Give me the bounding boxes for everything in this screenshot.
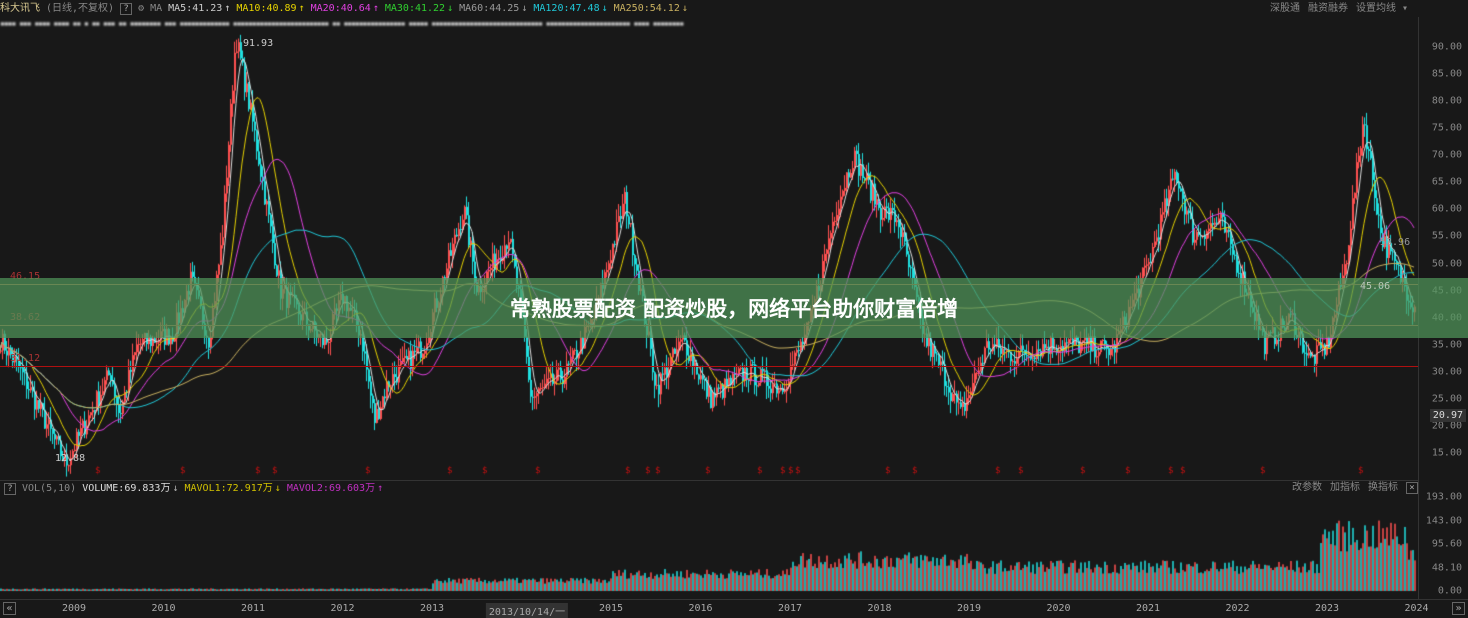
link-set-ma[interactable]: 设置均线 ▾ [1355, 3, 1408, 14]
arrow-down-icon: ↓ [521, 3, 528, 14]
volume-links: 改参数 加指标 换指标 × [1284, 480, 1418, 496]
volume-tick: 95.60 [1431, 538, 1462, 550]
volume-help-button[interactable]: ? [4, 483, 16, 495]
price-candlestick-chart[interactable] [0, 30, 1418, 480]
price-level-label: 46.15 [10, 271, 41, 283]
time-tick: 2023 [1314, 603, 1340, 614]
time-tick: 2009 [61, 603, 87, 614]
level-annotation-right-1: 53.96 [1380, 237, 1411, 248]
time-tick: 2011 [240, 603, 266, 614]
time-tick: 2015 [598, 603, 624, 614]
scroll-left-button[interactable]: « [3, 602, 16, 615]
arrow-down-icon: ↓ [601, 3, 608, 14]
time-tick: 2010 [151, 603, 176, 614]
volume-tick: 48.10 [1431, 562, 1462, 574]
add-indicator-button[interactable]: 加指标 [1330, 482, 1360, 493]
ma-value: MA120:47.48 [533, 3, 600, 14]
time-tick: 2016 [688, 603, 713, 614]
price-axis: 90.00 85.00 80.00 75.00 70.00 65.00 60.00 55.00… [1418, 0, 1468, 470]
price-tick: 80.00 [1431, 95, 1462, 107]
mavol1-value: MAVOL1:72.917万 [184, 483, 273, 494]
price-tick: 15.00 [1431, 447, 1462, 459]
time-tick: 2013/10/14/一 [485, 603, 569, 618]
arrow-down-icon: ↓ [172, 483, 179, 494]
volume-indicator-label: VOL(5,10) [22, 483, 77, 494]
price-level-line [0, 365, 1418, 367]
info-row: ▪▪▪▪ ▪▪▪ ▪▪▪▪ ▪▪▪▪ ▪▪ ▪ ▪▪ ▪▪▪ ▪▪ ▪▪▪▪▪▪… [0, 19, 684, 28]
low-annotation: 12.88 [55, 453, 86, 464]
header-links: 深股通 融资融券 设置均线 ▾ [1262, 0, 1408, 17]
close-icon[interactable]: × [1406, 482, 1418, 494]
arrow-up-icon: ↑ [224, 3, 231, 14]
price-level-label: 31.12 [10, 352, 41, 364]
arrow-down-icon: ↓ [447, 3, 454, 14]
price-tick: 55.00 [1431, 230, 1462, 242]
volume-tick: 0.00 [1437, 585, 1462, 597]
time-axis: « » 2009 2010 2011 2012 2013 2013/10/14/一 2015… [0, 599, 1468, 618]
gear-icon[interactable]: ⚙ [138, 3, 145, 14]
ma-value: MA5:41.23 [168, 3, 223, 14]
price-tick: 35.00 [1431, 339, 1462, 351]
ad-overlay-banner[interactable]: 常熟股票配资 配资炒股，网络平台助你财富倍增 [0, 278, 1468, 338]
price-tick: 75.00 [1431, 122, 1462, 134]
arrow-up-icon: ↑ [372, 3, 379, 14]
mavol2-value: MAVOL2:69.603万 [286, 483, 376, 494]
price-tick: 50.00 [1431, 258, 1462, 270]
link-margin[interactable]: 融资融券 [1307, 3, 1348, 14]
time-tick: 2019 [956, 603, 982, 614]
time-tick: 2020 [1046, 603, 1071, 614]
high-annotation: 91.93 [243, 38, 274, 49]
price-tick: 20.00 [1431, 420, 1462, 432]
ma-value: MA10:40.89 [236, 3, 297, 14]
price-tick: 30.00 [1431, 366, 1462, 378]
time-tick: 2018 [867, 603, 892, 614]
scroll-right-button[interactable]: » [1452, 602, 1465, 615]
volume-value: VOLUME:69.833万 [82, 483, 171, 494]
price-tick: 85.00 [1431, 68, 1462, 80]
help-button[interactable]: ? [120, 3, 133, 15]
stock-name: 科大讯飞 [0, 3, 40, 14]
arrow-up-icon: ↑ [298, 3, 305, 14]
arrow-down-icon: ↓ [681, 3, 688, 14]
price-tick: 65.00 [1431, 176, 1462, 188]
price-tick: 90.00 [1431, 41, 1462, 53]
time-tick: 2012 [330, 603, 355, 614]
volume-tick: 143.00 [1425, 515, 1462, 527]
change-params-button[interactable]: 改参数 [1292, 482, 1322, 493]
volume-tick: 193.00 [1425, 491, 1462, 503]
ma-value: MA60:44.25 [459, 3, 520, 14]
time-tick: 2017 [777, 603, 803, 614]
link-hk-connect[interactable]: 深股通 [1269, 3, 1300, 14]
time-tick: 2022 [1225, 603, 1250, 614]
ma-label: MA [150, 3, 163, 14]
time-tick: 2024 [1404, 603, 1429, 614]
chart-header: 科大讯飞 (日线,不复权)? ⚙ MA MA5:41.23 ↑ MA10:40.89 ↑ MA2… [0, 0, 1468, 17]
arrow-down-icon: ↓ [274, 483, 281, 494]
current-price-label: 20.97 [1430, 409, 1466, 422]
ma-value: MA20:40.64 [310, 3, 371, 14]
ma-value: MA30:41.22 [384, 3, 446, 14]
chart-mode: (日线,不复权) [46, 3, 115, 14]
price-tick: 25.00 [1431, 393, 1462, 405]
volume-axis: 193.00 143.00 95.60 48.10 0.00 [1418, 480, 1468, 600]
price-tick: 70.00 [1431, 149, 1462, 161]
switch-indicator-button[interactable]: 换指标 [1368, 482, 1398, 493]
price-tick: 60.00 [1431, 203, 1462, 215]
time-tick: 2013 [419, 603, 445, 614]
volume-header: ? VOL(5,10) VOLUME:69.833万 ↓ MAVOL1:72.917万 ↓… [0, 480, 1418, 496]
ad-overlay-text: 常熟股票配资 配资炒股，网络平台助你财富倍增 [509, 297, 959, 321]
arrow-up-icon: ↑ [377, 483, 384, 494]
level-annotation-right-2: 45.06 [1360, 281, 1391, 292]
ma-value: MA250:54.12 [613, 3, 680, 14]
time-tick: 2021 [1135, 603, 1161, 614]
volume-bar-chart[interactable] [0, 498, 1418, 598]
ma-list: MA5:41.23 ↑ MA10:40.89 ↑ MA20:40.64 ↑ MA30:41.… [168, 3, 694, 14]
